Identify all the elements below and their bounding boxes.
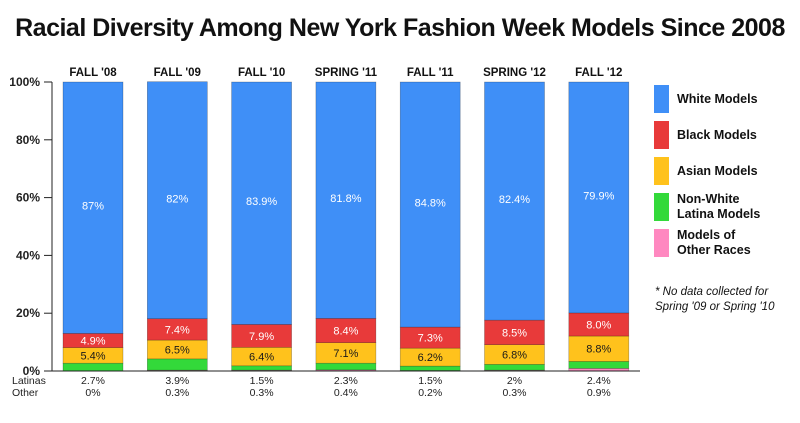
legend-label: Asian Models [677, 164, 758, 178]
bar-segment-latinas [484, 364, 545, 371]
bar-segment-black-models [147, 318, 208, 341]
y-tick-label: 100% [9, 75, 40, 89]
row-value-other: 0.3% [503, 387, 527, 399]
bar-segment-black-models [484, 319, 545, 346]
data-label-white-models: 83.9% [246, 196, 277, 208]
bar-segment-white-models [147, 81, 208, 319]
bar-segment-asian-models [568, 335, 630, 362]
row-label-other: Other [12, 387, 39, 399]
category-label: FALL '10 [238, 67, 285, 79]
y-tick-label: 40% [16, 248, 40, 262]
bar-segment-latinas [315, 362, 377, 371]
row-value-latinas: 1.5% [250, 375, 274, 387]
legend-label: White Models [677, 92, 758, 106]
legend-swatch [654, 85, 669, 113]
chart-title: Racial Diversity Among New York Fashion … [15, 14, 785, 42]
category-label: FALL '12 [575, 67, 622, 79]
row-value-other: 0.9% [587, 387, 611, 399]
bar-segment-white-models [399, 81, 461, 328]
legend-label: Non-White Latina Models [677, 192, 761, 221]
row-value-other: 0.3% [165, 387, 189, 399]
data-label-black-models: 8.0% [586, 319, 611, 331]
bar-segment-latinas [62, 362, 124, 372]
row-value-other: 0% [85, 387, 100, 399]
legend-label: Black Models [677, 128, 757, 142]
legend-swatch [654, 121, 669, 149]
data-label-asian-models: 6.5% [165, 344, 190, 356]
data-label-black-models: 8.5% [502, 327, 527, 339]
y-tick-label: 80% [16, 133, 40, 147]
row-value-latinas: 2.3% [334, 375, 358, 387]
data-label-asian-models: 7.1% [333, 348, 358, 360]
legend-swatch [654, 193, 669, 221]
data-label-white-models: 82.4% [499, 194, 530, 206]
bar-segment-latinas [231, 365, 292, 371]
legend-label: Models of Other Races [677, 228, 751, 257]
bar-segment-white-models [568, 81, 630, 314]
category-label: FALL '09 [154, 67, 201, 79]
legend-swatch [654, 229, 669, 257]
data-label-white-models: 81.8% [330, 193, 361, 205]
data-label-white-models: 79.9% [583, 190, 614, 202]
category-label: FALL '11 [407, 67, 454, 79]
data-label-asian-models: 8.8% [586, 344, 611, 356]
data-label-asian-models: 6.8% [502, 350, 527, 362]
y-tick-label: 0% [23, 364, 41, 378]
row-value-other: 0.3% [250, 387, 274, 399]
data-label-black-models: 7.9% [249, 331, 274, 343]
y-tick-label: 60% [16, 191, 40, 205]
bar-segment-white-models [315, 81, 377, 319]
row-value-latinas: 2% [507, 375, 522, 387]
data-label-white-models: 82% [166, 193, 188, 205]
bar-segment-latinas [399, 365, 461, 371]
row-label-latinas: Latinas [12, 375, 46, 387]
data-label-black-models: 7.4% [165, 324, 190, 336]
data-label-asian-models: 6.2% [418, 352, 443, 364]
row-value-other: 0.4% [334, 387, 358, 399]
bar-segment-white-models [484, 81, 545, 321]
bar-segment-latinas [147, 358, 208, 371]
bar-segment-white-models [231, 81, 292, 325]
bar-segment-latinas [568, 361, 630, 369]
data-label-black-models: 7.3% [418, 333, 443, 345]
data-label-black-models: 8.4% [333, 326, 358, 338]
row-value-latinas: 3.9% [165, 375, 189, 387]
data-label-black-models: 4.9% [80, 336, 105, 348]
bar-segment-white-models [62, 81, 124, 334]
category-label: SPRING '12 [483, 67, 546, 79]
category-label: SPRING '11 [315, 67, 378, 79]
data-label-asian-models: 6.4% [249, 352, 274, 364]
category-label: FALL '08 [69, 67, 117, 79]
data-label-white-models: 87% [82, 201, 104, 213]
row-value-latinas: 2.4% [587, 375, 611, 387]
footnote: * No data collected for Spring '09 or Sp… [655, 286, 775, 313]
bar-segment-black-models [315, 318, 377, 343]
data-label-asian-models: 5.4% [80, 350, 105, 362]
row-value-latinas: 2.7% [81, 375, 105, 387]
data-label-white-models: 84.8% [415, 198, 446, 210]
y-tick-label: 20% [16, 306, 40, 320]
row-value-other: 0.2% [418, 387, 442, 399]
legend-swatch [654, 157, 669, 185]
row-value-latinas: 1.5% [418, 375, 442, 387]
